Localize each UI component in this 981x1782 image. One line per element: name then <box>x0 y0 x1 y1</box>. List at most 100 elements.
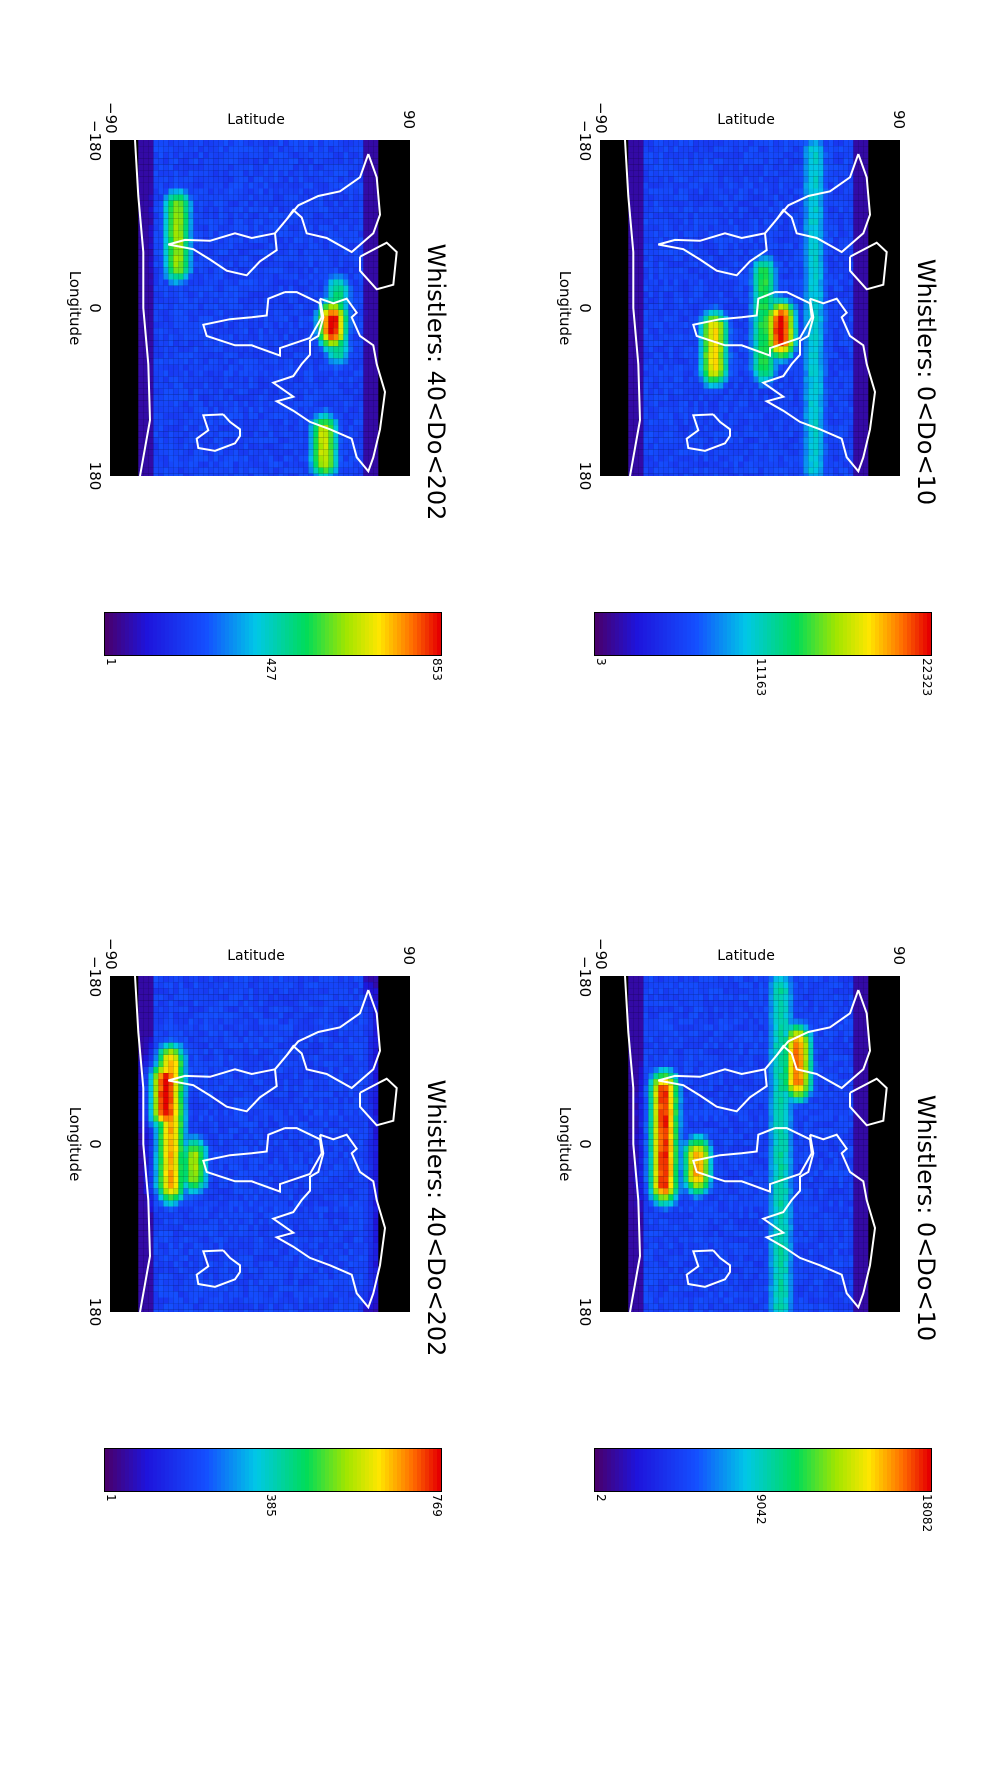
density-cell <box>298 267 304 274</box>
density-cell <box>228 1285 234 1292</box>
density-cell <box>258 334 264 341</box>
density-cell <box>358 158 364 165</box>
density-cell <box>208 1115 214 1122</box>
density-cell <box>163 1218 169 1225</box>
density-cell <box>268 455 274 462</box>
density-cell <box>353 376 359 383</box>
density-cell <box>233 218 239 225</box>
density-cell <box>253 352 259 359</box>
density-cell <box>233 309 239 316</box>
density-cell <box>323 400 329 407</box>
density-cell <box>238 1012 244 1019</box>
density-cell <box>308 388 314 395</box>
density-cell <box>353 146 359 153</box>
density-cell <box>278 340 284 347</box>
density-cell <box>253 1206 259 1213</box>
density-cell <box>263 182 269 189</box>
density-cell <box>178 988 184 995</box>
density-cell <box>208 152 214 159</box>
density-cell <box>203 437 209 444</box>
density-cell <box>338 1121 344 1128</box>
density-cell <box>198 1054 204 1061</box>
density-cell <box>298 243 304 250</box>
density-cell <box>188 170 194 177</box>
density-cell <box>208 303 214 310</box>
density-cell <box>188 994 194 1001</box>
density-cell <box>323 1182 329 1189</box>
density-cell <box>218 273 224 280</box>
density-cell <box>218 224 224 231</box>
density-cell <box>143 1212 149 1219</box>
density-cell <box>318 200 324 207</box>
density-cell <box>248 279 254 286</box>
density-cell <box>213 176 219 183</box>
density-cell <box>293 1218 299 1225</box>
density-cell <box>293 1121 299 1128</box>
density-cell <box>288 297 294 304</box>
density-cell <box>218 1109 224 1116</box>
density-cell <box>273 164 279 171</box>
density-cell <box>313 1194 319 1201</box>
density-cell <box>338 394 344 401</box>
density-cell <box>188 1200 194 1207</box>
density-cell <box>183 291 189 298</box>
density-cell <box>178 1012 184 1019</box>
density-cell <box>268 1012 274 1019</box>
density-cell <box>248 994 254 1001</box>
density-cell <box>263 237 269 244</box>
density-cell <box>263 400 269 407</box>
density-cell <box>178 1218 184 1225</box>
density-cell <box>203 1133 209 1140</box>
density-cell <box>143 1109 149 1116</box>
density-cell <box>313 1091 319 1098</box>
density-cell <box>193 976 199 982</box>
density-cell <box>203 218 209 225</box>
density-cell <box>358 303 364 310</box>
density-cell <box>193 1164 199 1171</box>
density-cell <box>303 364 309 371</box>
colorbar-segment <box>136 1449 141 1491</box>
density-cell <box>208 1200 214 1207</box>
density-cell <box>213 1054 219 1061</box>
density-cell <box>308 376 314 383</box>
colorbar-segment <box>172 1449 177 1491</box>
density-cell <box>288 164 294 171</box>
density-cell <box>353 237 359 244</box>
density-cell <box>213 1279 219 1286</box>
density-cell <box>353 1255 359 1262</box>
density-cell <box>168 1206 174 1213</box>
density-cell <box>348 1291 354 1298</box>
density-cell <box>253 164 259 171</box>
density-cell <box>248 1127 254 1134</box>
density-cell <box>348 140 354 146</box>
density-cell <box>168 1036 174 1043</box>
density-cell <box>163 1170 169 1177</box>
density-cell <box>233 1139 239 1146</box>
density-cell <box>323 249 329 256</box>
density-cell <box>188 1036 194 1043</box>
density-cell <box>138 1164 144 1171</box>
density-cell <box>258 237 264 244</box>
density-cell <box>188 322 194 328</box>
density-cell <box>223 146 229 153</box>
density-cell <box>218 1236 224 1243</box>
density-cell <box>268 1230 274 1237</box>
density-cell <box>248 206 254 213</box>
density-cell <box>303 473 309 476</box>
density-cell <box>208 1267 214 1274</box>
density-cell <box>308 291 314 298</box>
density-cell <box>188 1309 194 1312</box>
density-cell <box>323 358 329 365</box>
density-cell <box>143 1303 149 1310</box>
density-cell <box>318 279 324 286</box>
density-cell <box>333 467 339 474</box>
density-cell <box>263 328 269 335</box>
density-cell <box>253 176 259 183</box>
density-cell <box>173 1054 179 1061</box>
density-cell <box>358 994 364 1001</box>
density-cell <box>348 1267 354 1274</box>
density-cell <box>363 182 369 189</box>
density-cell <box>253 206 259 213</box>
density-cell <box>173 1182 179 1189</box>
density-cell <box>333 394 339 401</box>
